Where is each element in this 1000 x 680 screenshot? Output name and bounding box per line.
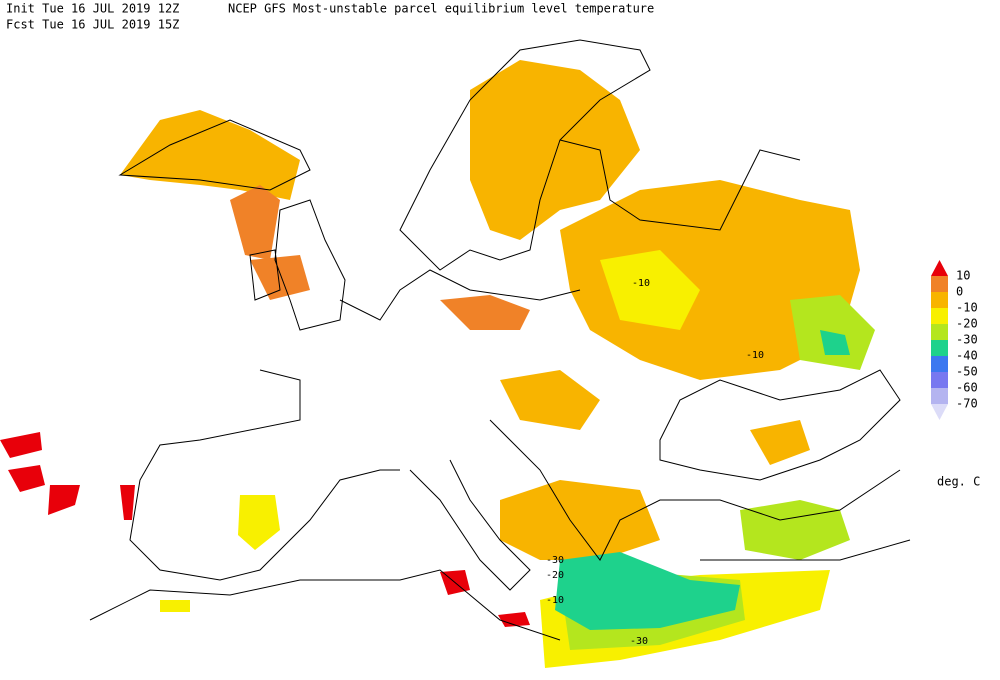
legend-swatch bbox=[931, 340, 948, 356]
field-region bbox=[820, 330, 850, 355]
legend-unit: deg. C bbox=[937, 475, 980, 489]
legend-label: -30 bbox=[956, 333, 978, 347]
field-region bbox=[750, 420, 810, 465]
legend-label: -50 bbox=[956, 365, 978, 379]
legend-label: -70 bbox=[956, 397, 978, 411]
legend-label: 10 bbox=[956, 269, 970, 283]
field-region bbox=[740, 500, 850, 560]
contour-label: -10 bbox=[546, 595, 564, 606]
legend-label: -40 bbox=[956, 349, 978, 363]
legend-swatch bbox=[931, 292, 948, 308]
coastline bbox=[89, 569, 561, 641]
contour-label: -30 bbox=[630, 636, 648, 647]
legend-label: -10 bbox=[956, 301, 978, 315]
legend-label: -60 bbox=[956, 381, 978, 395]
field-region bbox=[238, 495, 280, 550]
coastlines bbox=[89, 39, 911, 641]
contour-label: -30 bbox=[546, 555, 564, 566]
coastline bbox=[659, 369, 901, 481]
field-region bbox=[500, 370, 600, 430]
field-region bbox=[555, 552, 740, 630]
legend-label: 0 bbox=[956, 285, 963, 299]
contour-label: -10 bbox=[746, 350, 764, 361]
coastline bbox=[399, 39, 651, 271]
legend-label: -20 bbox=[956, 317, 978, 331]
legend-swatch bbox=[931, 324, 948, 340]
legend-swatch bbox=[931, 260, 948, 276]
field-region bbox=[250, 255, 310, 300]
coastline bbox=[118, 119, 311, 191]
legend-swatch bbox=[931, 356, 948, 372]
field-region bbox=[600, 250, 700, 330]
contour-labels: -10 -10 -30 -20 -10 -30 bbox=[546, 278, 764, 647]
shaded-field bbox=[0, 60, 875, 668]
coastline bbox=[339, 269, 581, 321]
legend-swatch bbox=[931, 404, 948, 420]
field-region bbox=[0, 432, 135, 520]
field-region bbox=[230, 185, 280, 260]
coastline bbox=[700, 539, 911, 561]
forecast-time: Fcst Tue 16 JUL 2019 15Z bbox=[6, 18, 179, 32]
legend: deg. C 10 0 -10 -20 -30 -40 -50 -60 -70 bbox=[931, 260, 980, 489]
legend-swatch bbox=[931, 372, 948, 388]
legend-swatch bbox=[931, 388, 948, 404]
map-title: NCEP GFS Most-unstable parcel equilibriu… bbox=[228, 2, 654, 16]
coastline bbox=[409, 459, 531, 591]
coastline bbox=[129, 369, 400, 581]
field-region bbox=[160, 600, 190, 612]
coastline bbox=[489, 419, 901, 561]
field-region bbox=[560, 180, 860, 380]
field-region bbox=[500, 480, 660, 560]
legend-swatch bbox=[931, 276, 948, 292]
coastline bbox=[249, 199, 346, 331]
header: Init Tue 16 JUL 2019 12Z NCEP GFS Most-u… bbox=[6, 2, 654, 32]
field-region bbox=[470, 60, 640, 240]
legend-swatch bbox=[931, 308, 948, 324]
init-time: Init Tue 16 JUL 2019 12Z bbox=[6, 2, 179, 16]
contour-label: -20 bbox=[546, 570, 564, 581]
contour-label: -10 bbox=[632, 278, 650, 289]
field-region bbox=[440, 295, 530, 330]
field-region bbox=[440, 570, 530, 627]
coastline bbox=[559, 139, 801, 231]
